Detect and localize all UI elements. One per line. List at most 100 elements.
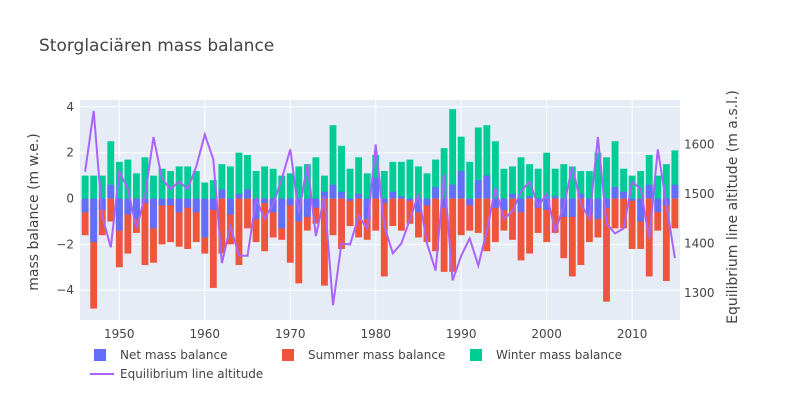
winter-mass-balance-bar <box>295 166 303 199</box>
net-mass-balance-bar <box>81 198 89 213</box>
net-mass-balance-bar <box>611 187 619 199</box>
y2-tick-label: 1400 <box>684 236 715 250</box>
summer-mass-balance-bar <box>466 198 474 231</box>
summer-mass-balance-bar <box>312 198 320 224</box>
net-mass-balance-bar <box>278 198 286 229</box>
net-mass-balance-bar <box>509 193 516 199</box>
winter-mass-balance-bar <box>312 157 320 199</box>
y2-axis-title: Equilibrium line altitude (m a.s.l.) <box>725 90 741 324</box>
summer-mass-balance-bar <box>397 198 405 231</box>
winter-mass-balance-bar <box>158 168 166 199</box>
summer-mass-balance-bar <box>491 198 499 243</box>
summer-mass-balance-bar <box>654 198 662 231</box>
x-tick-label: 1970 <box>275 327 306 341</box>
net-mass-balance-bar <box>107 184 115 199</box>
winter-mass-balance-bar <box>500 168 508 199</box>
summer-mass-balance-bar <box>321 198 328 286</box>
x-tick-label: 1960 <box>190 327 221 341</box>
summer-mass-balance-bar <box>158 198 166 245</box>
winter-mass-balance-bar <box>150 175 157 199</box>
ela-line <box>84 110 676 306</box>
net-mass-balance-bar <box>415 198 422 213</box>
summer-mass-balance-bar <box>115 198 123 268</box>
net-mass-balance-bar <box>141 198 149 204</box>
winter-mass-balance-bar <box>603 157 610 199</box>
x-tick-label: 1990 <box>446 327 477 341</box>
legend-label: Net mass balance <box>120 348 227 362</box>
winter-mass-balance-bar <box>440 148 448 199</box>
net-mass-balance-bar <box>397 196 405 199</box>
net-mass-balance-bar <box>286 198 294 206</box>
net-mass-balance-bar <box>90 198 98 243</box>
net-mass-balance-bar <box>346 198 354 201</box>
summer-mass-balance-bar <box>192 198 200 243</box>
winter-mass-balance-bar <box>329 125 337 199</box>
summer-mass-balance-bar <box>252 198 260 243</box>
summer-mass-balance-bar <box>124 198 132 254</box>
y-tick-label: 4 <box>66 100 74 114</box>
winter-mass-balance-bar <box>432 159 439 199</box>
net-mass-balance-bar <box>321 191 328 199</box>
net-mass-balance-bar <box>568 198 576 217</box>
net-mass-balance-bar <box>483 175 491 199</box>
net-mass-balance-bar <box>338 191 345 199</box>
y-tick-label: −4 <box>56 283 74 297</box>
winter-mass-balance-bar <box>303 164 311 199</box>
winter-mass-balance-bar <box>517 157 525 199</box>
winter-mass-balance-bar <box>286 173 294 199</box>
summer-mass-balance-bar <box>295 198 303 284</box>
winter-mass-balance-bar <box>107 141 115 199</box>
net-mass-balance-bar <box>423 198 431 206</box>
summer-mass-balance-bar <box>534 198 542 233</box>
summer-mass-balance-bar <box>406 198 414 224</box>
winter-mass-balance-bar <box>355 157 363 199</box>
summer-mass-balance-bar <box>483 198 491 252</box>
y-tick-label: −2 <box>56 237 74 251</box>
summer-mass-balance-bar <box>227 198 234 245</box>
net-mass-balance-bar <box>440 198 448 208</box>
winter-mass-balance-bar <box>218 164 226 199</box>
net-mass-balance-bar <box>491 198 499 208</box>
summer-mass-balance-bar <box>235 198 243 265</box>
summer-mass-balance-bar <box>611 198 619 229</box>
winter-mass-balance-bar <box>98 175 106 199</box>
net-mass-balance-bar <box>620 191 628 199</box>
winter-mass-balance-bar <box>389 161 397 199</box>
summer-mass-balance-bar <box>620 198 628 229</box>
summer-mass-balance-bar <box>637 198 645 249</box>
winter-mass-balance-bar <box>167 171 175 199</box>
winter-mass-balance-bar <box>568 166 576 199</box>
winter-mass-balance-bar <box>81 175 89 199</box>
summer-mass-balance-bar <box>449 198 457 272</box>
winter-mass-balance-bar <box>560 164 568 199</box>
x-tick-label: 1980 <box>360 327 391 341</box>
net-mass-balance-bar <box>645 184 653 199</box>
net-mass-balance-bar <box>363 198 371 220</box>
net-mass-balance-bar <box>585 198 593 215</box>
summer-mass-balance-bar <box>167 198 175 243</box>
summer-mass-balance-bar <box>389 198 397 227</box>
winter-mass-balance-bar <box>654 175 662 199</box>
winter-mass-balance-bar <box>620 168 628 199</box>
summer-mass-balance-bar <box>81 198 89 236</box>
summer-mass-balance-bar <box>209 198 217 288</box>
net-mass-balance-bar <box>235 193 243 199</box>
net-mass-balance-bar <box>244 189 251 199</box>
net-mass-balance-bar <box>209 198 217 210</box>
winter-mass-balance-bar <box>338 145 345 199</box>
summer-mass-balance-bar <box>526 198 533 254</box>
line-series <box>84 110 676 306</box>
legend-label: Summer mass balance <box>308 348 445 362</box>
summer-mass-balance-bar <box>662 198 670 282</box>
summer-mass-balance-bar <box>141 198 149 265</box>
winter-mass-balance-bar <box>209 180 217 199</box>
summer-mass-balance-bar <box>457 198 465 236</box>
winter-mass-balance-bar <box>534 168 542 199</box>
summer-mass-balance-bar <box>175 198 183 247</box>
net-mass-balance-bar <box>526 196 533 199</box>
summer-mass-balance-bar <box>628 198 636 249</box>
summer-mass-balance-bar <box>380 198 388 277</box>
net-mass-balance-bar <box>329 184 337 199</box>
legend-label: Equilibrium line altitude <box>120 367 263 381</box>
net-mass-balance-bar <box>389 191 397 199</box>
